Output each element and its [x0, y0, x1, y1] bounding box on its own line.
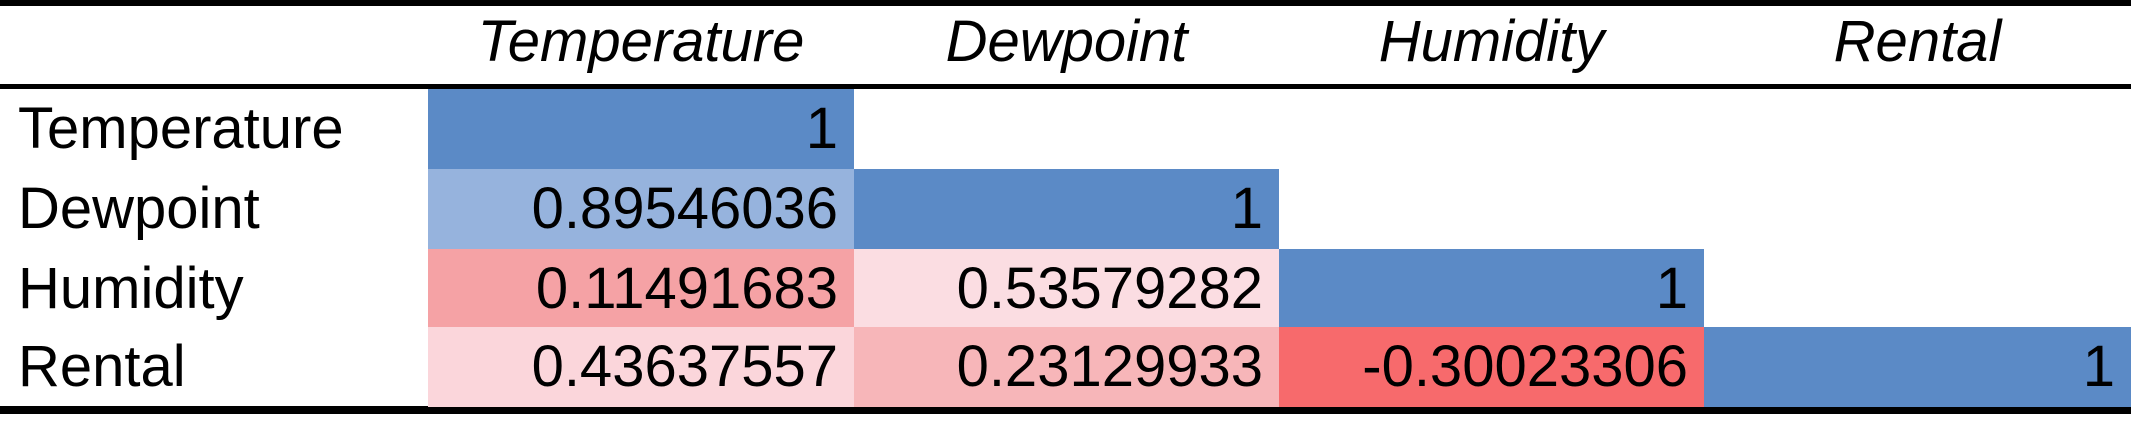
top-rule [0, 0, 2131, 6]
cell-humidity-temperature: 0.11491683 [428, 249, 854, 329]
column-header-humidity: Humidity [1378, 9, 1605, 74]
header-rule [0, 84, 2131, 89]
row-header-dewpoint: Dewpoint [18, 176, 260, 241]
cell-rental-temperature: 0.43637557 [428, 327, 854, 407]
cell-humidity-dewpoint: 0.53579282 [854, 249, 1279, 329]
cell-rental-humidity: -0.30023306 [1279, 327, 1704, 407]
cell-dewpoint-dewpoint: 1 [854, 169, 1279, 249]
column-header-dewpoint: Dewpoint [945, 9, 1188, 74]
row-header-rental: Rental [18, 334, 186, 399]
row-header-temperature: Temperature [18, 96, 344, 161]
cell-rental-rental: 1 [1704, 327, 2131, 407]
cell-temperature-temperature: 1 [428, 89, 854, 169]
cell-humidity-humidity: 1 [1279, 249, 1704, 329]
row-header-humidity: Humidity [18, 256, 244, 321]
column-header-temperature: Temperature [477, 9, 805, 74]
cell-rental-dewpoint: 0.23129933 [854, 327, 1279, 407]
cell-dewpoint-temperature: 0.89546036 [428, 169, 854, 249]
bottom-rule [0, 406, 2131, 414]
column-header-rental: Rental [1833, 9, 2002, 74]
